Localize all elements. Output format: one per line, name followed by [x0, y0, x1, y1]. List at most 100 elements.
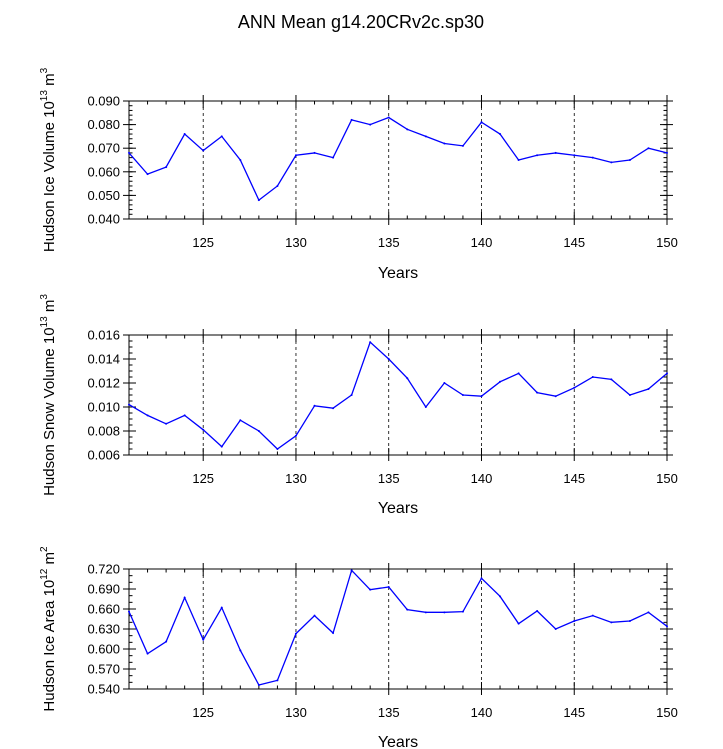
data-point	[165, 640, 168, 643]
data-point	[128, 403, 130, 406]
data-point	[369, 341, 372, 344]
data-point	[647, 147, 650, 150]
data-point	[666, 372, 668, 375]
x-tick-label: 145	[563, 235, 585, 250]
data-point	[350, 118, 353, 121]
data-point	[443, 142, 446, 145]
panel-ice-volume: 125 130 135 140 145 150 0.040 0.050 0.060 0.070 0.…	[39, 67, 678, 282]
data-point	[350, 394, 353, 396]
y-axis-title-exp: 13	[39, 90, 50, 102]
x-tick-label: 150	[656, 235, 678, 250]
x-tick-label: 150	[656, 705, 678, 720]
y-axis-title-unit-exp: 3	[39, 67, 50, 73]
y-tick-label: 0.540	[87, 682, 120, 697]
data-point	[202, 428, 205, 431]
y-tick-label: 0.690	[87, 582, 120, 597]
x-tick-label: 140	[471, 471, 493, 486]
x-tick-label: 130	[285, 471, 307, 486]
data-point	[220, 445, 223, 448]
series-line	[128, 569, 668, 686]
data-point	[591, 156, 594, 159]
x-tick-label: 150	[656, 471, 678, 486]
data-point	[313, 151, 316, 154]
data-point	[183, 414, 186, 417]
x-tick-label: 130	[285, 705, 307, 720]
y-tick-label: 0.010	[87, 400, 120, 415]
data-point	[628, 159, 631, 161]
data-point	[424, 611, 427, 614]
data-point	[369, 123, 372, 126]
y-tick-label: 0.012	[87, 376, 120, 391]
data-point	[554, 628, 557, 630]
data-point	[387, 116, 390, 119]
data-point	[499, 380, 502, 383]
data-point	[332, 632, 335, 634]
y-tick-label: 0.050	[87, 188, 120, 203]
y-tick-label: 0.060	[87, 164, 120, 179]
data-point	[165, 422, 168, 425]
data-point	[350, 569, 353, 572]
data-point	[554, 151, 557, 154]
y-tick-label: 0.070	[87, 141, 120, 156]
y-axis-title-unit-exp: 2	[39, 546, 50, 552]
data-point	[146, 414, 149, 417]
data-point	[257, 430, 260, 432]
data-point	[332, 156, 335, 159]
x-tick-label: 140	[471, 235, 493, 250]
data-point	[443, 382, 446, 384]
data-point	[591, 376, 594, 378]
x-tick-label: 145	[563, 471, 585, 486]
data-point	[146, 652, 149, 655]
y-axis-title-unit: m	[41, 552, 58, 569]
data-point	[480, 395, 483, 398]
data-point	[332, 407, 335, 410]
data-point	[406, 608, 409, 611]
data-point	[146, 173, 149, 176]
data-point	[313, 614, 316, 617]
data-point	[369, 588, 372, 591]
y-axis-title: Hudson Ice Volume 1013 m3	[39, 67, 58, 252]
data-point	[183, 596, 186, 599]
series-line	[128, 116, 668, 202]
x-axis-title: Years	[378, 265, 418, 282]
y-tick-label: 0.660	[87, 602, 120, 617]
y-axis-title-main: Hudson Snow Volume 10	[41, 327, 58, 495]
data-point	[517, 159, 520, 161]
data-point	[628, 394, 631, 396]
y-axis-title-exp: 12	[39, 568, 50, 580]
x-axis-title: Years	[378, 500, 418, 517]
data-point	[499, 595, 502, 598]
data-point	[239, 159, 242, 161]
y-tick-label: 0.600	[87, 642, 120, 657]
data-point	[220, 135, 223, 138]
data-point	[443, 611, 446, 614]
y-axis-title: Hudson Ice Area 1012 m2	[39, 546, 58, 712]
data-point	[239, 649, 242, 652]
x-tick-label: 125	[192, 235, 214, 250]
data-point	[647, 611, 650, 614]
series-line	[128, 341, 668, 450]
panel-ice-area: 125 130 135 140 145 150 0.540 0.570 0.600 0.630 0.…	[39, 546, 678, 749]
data-point	[276, 679, 279, 682]
data-point	[480, 577, 483, 580]
x-tick-label: 135	[378, 235, 400, 250]
data-point	[294, 632, 297, 635]
x-axis-title: Years	[378, 734, 418, 749]
y-axis-title-main: Hudson Ice Area 10	[41, 580, 58, 712]
x-tick-label: 125	[192, 705, 214, 720]
data-point	[499, 133, 502, 136]
data-point	[257, 684, 260, 686]
x-tick-label: 135	[378, 705, 400, 720]
data-point	[387, 358, 390, 360]
data-point	[610, 161, 613, 164]
x-tick-label: 145	[563, 705, 585, 720]
data-point	[536, 610, 539, 612]
y-tick-label: 0.090	[87, 94, 120, 109]
data-point	[517, 372, 520, 375]
data-point	[220, 606, 223, 609]
data-point	[480, 121, 483, 124]
y-tick-label: 0.016	[87, 328, 120, 343]
data-point	[536, 391, 539, 394]
data-point	[573, 154, 576, 157]
